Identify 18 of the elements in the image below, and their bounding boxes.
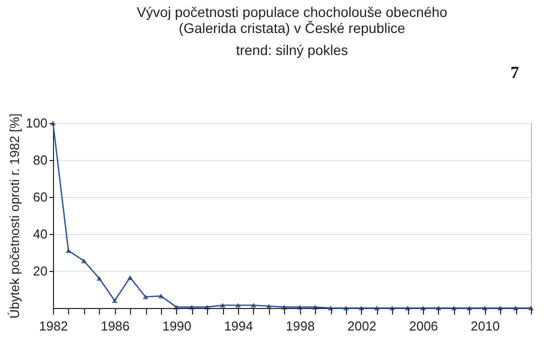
chart-subtitle: trend: silný pokles [236,42,348,58]
y-tick-label: 20 [33,264,48,278]
x-tick-label: 2006 [409,318,438,334]
text: Vývoj početnosti populace chocholouše obecného [136,4,448,20]
x-tick-label: 1986 [100,318,130,334]
y-tick-label: 40 [33,226,48,242]
x-tick-label: 1998 [286,318,315,334]
x-tick-label: 2010 [470,318,500,334]
y-axis-title: Úbytek početnosti oproti r. 1982 [%] [6,113,22,319]
x-tick-label: 2002 [347,318,376,334]
x-tick-label: 1982 [39,318,68,334]
x-tick-label: 1990 [162,318,192,334]
x-tick-label: 1994 [224,318,253,334]
text: (Galerida cristata) v České republice [178,20,406,36]
y-tick-label: 100 [26,116,48,130]
y-tick-label: 60 [33,190,48,204]
text: 7 [510,63,520,82]
y-tick-label: 80 [33,152,48,168]
